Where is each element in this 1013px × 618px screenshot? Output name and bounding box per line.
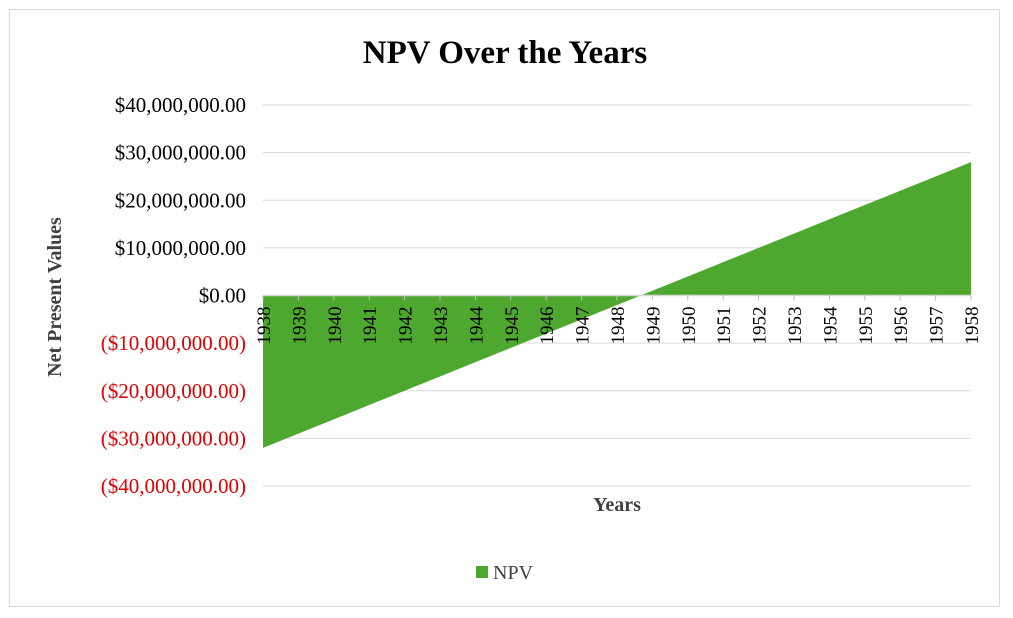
x-tick-label: 1954 xyxy=(820,306,841,345)
x-tick-label: 1946 xyxy=(537,307,558,345)
y-tick-label: $40,000,000.00 xyxy=(115,93,246,117)
y-tick-label: ($30,000,000.00) xyxy=(101,426,246,450)
chart-frame: NPV Over the Years $40,000,000.00 $30,000… xyxy=(9,9,1000,607)
x-axis-title: Years xyxy=(593,494,641,516)
y-tick-label: ($40,000,000.00) xyxy=(101,474,246,498)
x-tick-label: 1953 xyxy=(785,307,806,345)
x-tick-label: 1940 xyxy=(325,307,346,345)
x-tick-label: 1941 xyxy=(360,307,381,345)
y-tick-labels: $40,000,000.00 $30,000,000.00 $20,000,000.… xyxy=(101,93,246,498)
x-tick-label: 1947 xyxy=(573,307,594,345)
x-tick-label: 1951 xyxy=(714,307,735,345)
x-tick-label: 1939 xyxy=(289,307,310,345)
npv-area xyxy=(263,162,971,448)
x-tick-label: 1945 xyxy=(502,307,523,345)
x-tick-label: 1958 xyxy=(962,307,983,345)
x-tick-label: 1944 xyxy=(466,306,487,345)
y-tick-label: $30,000,000.00 xyxy=(115,141,246,165)
x-tick-label: 1957 xyxy=(927,307,948,345)
npv-area-chart: NPV Over the Years $40,000,000.00 $30,000… xyxy=(44,35,983,584)
y-tick-label: $20,000,000.00 xyxy=(115,188,246,212)
chart-title: NPV Over the Years xyxy=(363,35,648,71)
y-tick-label: $10,000,000.00 xyxy=(115,236,246,260)
x-tick-label: 1956 xyxy=(891,307,912,345)
y-tick-label: ($20,000,000.00) xyxy=(101,379,246,403)
x-tick-labels: 1938 1939 1940 1941 1942 1943 1944 1945 1946 1947… xyxy=(254,306,983,345)
x-tick-label: 1952 xyxy=(750,307,771,345)
x-tick-label: 1948 xyxy=(608,307,629,345)
x-tick-label: 1949 xyxy=(643,307,664,345)
y-tick-label: ($10,000,000.00) xyxy=(101,331,246,355)
x-tick-label: 1942 xyxy=(396,307,417,345)
x-tick-label: 1938 xyxy=(254,307,275,345)
x-tick-label: 1943 xyxy=(431,307,452,345)
x-tick-label: 1950 xyxy=(679,307,700,345)
area-layer xyxy=(262,162,972,448)
legend: NPV xyxy=(476,562,534,584)
legend-label-npv: NPV xyxy=(493,562,534,584)
legend-swatch-npv xyxy=(476,566,488,578)
x-tick-label: 1955 xyxy=(856,307,877,345)
y-axis-title: Net Present Values xyxy=(44,217,66,377)
y-tick-label: $0.00 xyxy=(199,284,246,308)
